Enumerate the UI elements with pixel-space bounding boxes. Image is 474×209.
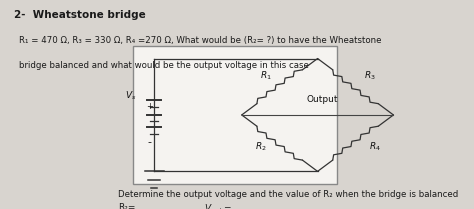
Text: $V_{out}$ =: $V_{out}$ = bbox=[204, 203, 232, 209]
Text: Determine the output voltage and the value of R₂ when the bridge is balanced: Determine the output voltage and the val… bbox=[118, 190, 459, 199]
Text: $R_2$: $R_2$ bbox=[255, 140, 266, 153]
Text: 2-  Wheatstone bridge: 2- Wheatstone bridge bbox=[14, 10, 146, 20]
FancyBboxPatch shape bbox=[133, 46, 337, 184]
Text: $V_s$: $V_s$ bbox=[125, 90, 136, 102]
Text: R₂=: R₂= bbox=[118, 203, 136, 209]
Text: bridge balanced and what would be the output voltage in this case: bridge balanced and what would be the ou… bbox=[19, 61, 309, 70]
Text: R₁ = 470 Ω, R₃ = 330 Ω, R₄ =270 Ω, What would be (R₂= ?) to have the Wheatstone: R₁ = 470 Ω, R₃ = 330 Ω, R₄ =270 Ω, What … bbox=[19, 36, 382, 45]
Text: Output: Output bbox=[307, 96, 338, 104]
Text: $R_4$: $R_4$ bbox=[368, 140, 381, 153]
Text: $R_3$: $R_3$ bbox=[364, 69, 375, 82]
Text: $R_1$: $R_1$ bbox=[260, 69, 271, 82]
Text: +: + bbox=[146, 102, 153, 111]
Text: -: - bbox=[147, 137, 151, 147]
